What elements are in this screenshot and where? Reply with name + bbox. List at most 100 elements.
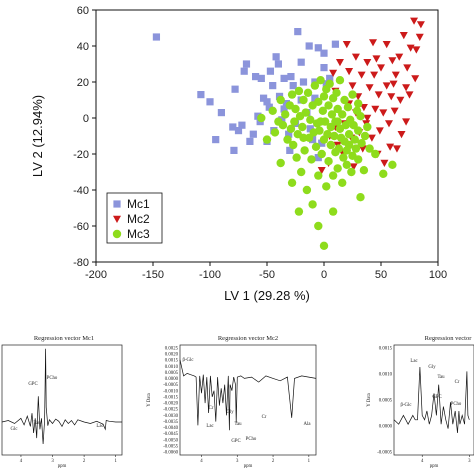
peak-label: Lac xyxy=(206,424,213,429)
panel-y-tick-label: -0.0025 xyxy=(163,408,178,413)
data-point-mc1 xyxy=(240,67,248,75)
spectrum-line xyxy=(179,359,317,431)
data-point-mc1 xyxy=(212,136,220,144)
data-point-mc3 xyxy=(360,131,370,141)
panel-y-tick-label: 0.0005 xyxy=(379,399,393,404)
data-point-mc3 xyxy=(333,164,342,173)
data-point-mc1 xyxy=(286,146,294,154)
data-point-mc3 xyxy=(315,126,324,135)
data-point-mc3 xyxy=(292,153,301,162)
data-point-mc2 xyxy=(382,41,391,49)
data-point-mc2 xyxy=(388,57,397,65)
data-point-mc1 xyxy=(299,78,308,86)
data-point-mc3 xyxy=(314,171,323,180)
peak-label: Cr xyxy=(209,406,214,411)
y-tick-label: 20 xyxy=(77,77,89,89)
data-point-mc1 xyxy=(265,103,273,111)
x-tick-label: 50 xyxy=(375,269,387,281)
data-point-mc3 xyxy=(270,128,280,137)
peak-label: Lac xyxy=(410,359,417,364)
data-point-mc3 xyxy=(314,97,323,107)
data-point-mc3 xyxy=(311,142,321,151)
panel-y-tick-label: -0.0010 xyxy=(163,389,178,394)
data-point-mc3 xyxy=(333,117,342,126)
data-point-mc3 xyxy=(324,101,333,110)
data-point-mc2 xyxy=(370,71,379,79)
panel-y-tick-label: -0.0020 xyxy=(163,402,178,407)
data-point-mc3 xyxy=(334,144,344,153)
regression-panel-mc1: Regression vector Mc1 4 3 2 1 ppm GPC PCho Tau Gl… xyxy=(1,335,123,469)
data-point-mc3 xyxy=(308,200,317,209)
data-point-mc2 xyxy=(374,91,383,99)
data-point-mc2 xyxy=(410,17,419,25)
data-point-mc3 xyxy=(291,104,300,114)
data-point-mc1 xyxy=(331,40,339,48)
panel-y-tick-label: 0.0015 xyxy=(165,359,179,364)
data-point-mc3 xyxy=(328,171,338,180)
panel-x-tick-label: 1 xyxy=(114,459,117,464)
y-tick-label: 0 xyxy=(83,113,89,125)
data-point-mc2 xyxy=(349,163,358,171)
x-tick-label: 100 xyxy=(429,269,447,281)
peak-label: Glc xyxy=(11,427,18,432)
peak-label: Tau xyxy=(234,422,242,427)
peak-label: Cr xyxy=(455,380,460,385)
panel-y-tick-label: 0.0010 xyxy=(379,373,393,378)
panel-y-tick-label: 0.0025 xyxy=(165,347,179,352)
data-point-mc3 xyxy=(342,160,351,169)
data-point-mc3 xyxy=(294,86,304,96)
panel-x-label: ppm xyxy=(430,464,439,469)
data-point-mc3 xyxy=(339,153,348,162)
y-tick-label: -60 xyxy=(73,221,89,233)
data-point-mc3 xyxy=(283,135,292,144)
peak-label: PCho xyxy=(47,376,58,381)
data-point-mc2 xyxy=(387,93,396,101)
data-point-mc3 xyxy=(323,130,332,139)
data-point-mc2 xyxy=(384,120,393,128)
data-point-mc1 xyxy=(320,64,328,72)
data-point-mc3 xyxy=(318,106,328,116)
data-point-mc1 xyxy=(280,105,288,113)
data-point-mc3 xyxy=(354,99,363,108)
peak-label: GPC xyxy=(432,395,441,400)
panel-y-tick-label: -0.0050 xyxy=(163,438,178,443)
data-point-mc2 xyxy=(392,145,401,153)
panel-y-label: Y Data xyxy=(147,392,152,406)
data-point-mc3 xyxy=(281,110,290,119)
data-point-mc2 xyxy=(359,104,368,112)
data-point-mc3 xyxy=(302,185,312,195)
panel-title: Regression vector Mc1 xyxy=(34,335,94,342)
data-point-mc3 xyxy=(299,133,308,142)
data-point-mc3 xyxy=(268,106,277,116)
y-tick-label: -80 xyxy=(73,257,89,269)
data-point-mc2 xyxy=(406,44,415,52)
data-point-mc2 xyxy=(363,114,372,122)
data-point-mc3 xyxy=(287,178,297,187)
data-point-mc2 xyxy=(405,91,414,99)
data-point-mc3 xyxy=(322,182,331,191)
data-point-mc3 xyxy=(335,76,345,85)
data-point-mc3 xyxy=(326,140,336,150)
data-point-mc3 xyxy=(365,144,374,153)
data-point-mc3 xyxy=(327,110,337,119)
data-point-mc3 xyxy=(310,81,320,90)
peak-label: Gly xyxy=(226,410,234,415)
data-point-mc2 xyxy=(391,71,400,79)
data-point-mc3 xyxy=(276,95,285,105)
panel-x-tick-label: 3 xyxy=(468,459,471,464)
data-point-mc3 xyxy=(307,155,316,164)
panel-y-tick-label: -0.0060 xyxy=(163,451,178,456)
data-point-mc2 xyxy=(367,134,376,142)
data-point-mc2 xyxy=(396,96,405,104)
data-point-mc3 xyxy=(347,167,356,177)
panel-y-tick-label: -0.0035 xyxy=(163,420,178,425)
data-point-mc3 xyxy=(319,92,329,101)
data-point-mc3 xyxy=(344,130,354,139)
data-point-mc1 xyxy=(274,60,282,68)
data-point-mc3 xyxy=(317,149,326,159)
data-point-mc2 xyxy=(411,75,420,83)
data-point-mc1 xyxy=(294,28,302,36)
data-point-mc1 xyxy=(263,98,271,106)
scatter-chart: -200 -150 -100 -50 0 50 100-80-60-40-200204060… xyxy=(30,5,447,303)
x-tick-label: 0 xyxy=(321,269,327,281)
